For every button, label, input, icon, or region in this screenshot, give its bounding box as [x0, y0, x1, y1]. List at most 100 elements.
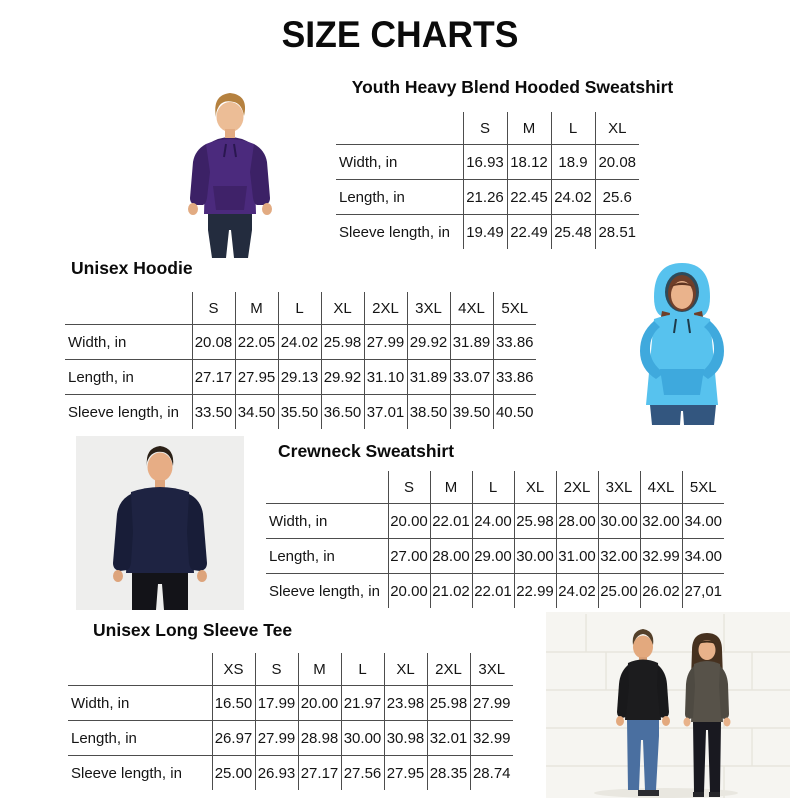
measurement-value: 25.98 [320, 324, 364, 360]
boy-neck [225, 129, 235, 138]
man-pants [132, 573, 188, 610]
measurement-value: 24.02 [555, 573, 598, 608]
measurement-value: 22.05 [234, 324, 278, 360]
measurement-value: 32.01 [426, 720, 470, 756]
corner-cell [266, 471, 388, 504]
youth-model-illustration [188, 93, 272, 258]
size-column-header: 5XL [681, 471, 724, 504]
table-row: Width, in 20.08 22.05 24.02 25.98 27.99 29.92 3… [65, 324, 536, 360]
couple-woman-fringe [698, 640, 716, 644]
measurement-value: 19.49 [462, 214, 507, 249]
black-tee-right-sleeve [657, 665, 669, 718]
measurement-label: Length, in [336, 179, 463, 215]
measurement-value: 18.9 [550, 144, 595, 180]
measurement-value: 39.50 [449, 394, 493, 429]
wall-seams-horizontal [546, 651, 790, 767]
measurement-value: 22.45 [506, 179, 551, 215]
size-column-header: L [277, 292, 321, 325]
size-column-header: 2XL [363, 292, 407, 325]
measurement-value: 21.26 [462, 179, 507, 215]
measurement-value: 28.35 [426, 755, 470, 790]
measurement-value: 24.00 [471, 503, 514, 539]
measurement-value: 25.00 [211, 755, 255, 790]
gray-long-sleeve-tee [691, 661, 723, 722]
section-heading-unisex-hoodie: Unisex Hoodie [71, 258, 193, 278]
size-table-unisex-hoodie: S M L XL 2XL 3XL 4XL 5XL Width, in 20.08 22.05 24.0… [65, 292, 536, 429]
measurement-label: Length, in [65, 359, 192, 395]
table-row: Width, in 20.00 22.01 24.00 25.98 28.00 30.00 3… [266, 503, 724, 539]
corner-cell [336, 112, 463, 145]
measurement-value: 25.48 [550, 214, 595, 249]
size-column-header: M [429, 471, 472, 504]
measurement-value: 20.00 [387, 503, 430, 539]
measurement-value: 20.08 [191, 324, 235, 360]
measurement-label: Width, in [336, 144, 463, 180]
measurement-value: 29.00 [471, 538, 514, 574]
measurement-value: 31.00 [555, 538, 598, 574]
measurement-value: 21.97 [340, 685, 384, 721]
table-row: Width, in 16.93 18.12 18.9 20.08 [336, 144, 639, 180]
measurement-value: 27,01 [681, 573, 724, 608]
measurement-value: 28.00 [555, 503, 598, 539]
measurement-value: 31.10 [363, 359, 407, 395]
measurement-value: 30.00 [513, 538, 556, 574]
couple-man-hair [632, 629, 654, 645]
size-column-header: S [191, 292, 235, 325]
measurement-value: 35.50 [277, 394, 321, 429]
drawstrings [673, 318, 691, 334]
size-column-header: XL [383, 653, 427, 686]
size-column-header: S [254, 653, 298, 686]
measurement-value: 20.00 [297, 685, 341, 721]
size-header-row: S M L XL 2XL 3XL 4XL 5XL [65, 292, 536, 325]
couple-man-left-shoe [638, 790, 650, 796]
measurement-value: 28.51 [594, 214, 639, 249]
measurement-value: 25.6 [594, 179, 639, 215]
boy-right-hand [262, 203, 272, 215]
measurement-value: 34.00 [681, 503, 724, 539]
size-column-header: L [550, 112, 595, 145]
couple-man-left-hand [616, 716, 624, 726]
man-neck [155, 480, 165, 489]
measurement-value: 27.56 [340, 755, 384, 790]
man-right-hand [197, 570, 207, 582]
size-header-row: S M L XL [336, 112, 639, 145]
size-column-header: M [297, 653, 341, 686]
woman-face [671, 281, 693, 309]
purple-hoodie-right-sleeve [250, 144, 270, 205]
size-column-header: 2XL [426, 653, 470, 686]
measurement-value: 18.12 [506, 144, 551, 180]
measurement-value: 22.01 [429, 503, 472, 539]
measurement-value: 24.02 [550, 179, 595, 215]
couple-woman-right-shoe [709, 792, 720, 797]
woman-jeans [650, 405, 716, 425]
corner-cell [68, 653, 212, 686]
measurement-value: 27.95 [234, 359, 278, 395]
boy-hair [215, 93, 246, 117]
measurement-value: 27.00 [387, 538, 430, 574]
measurement-value: 30.00 [597, 503, 640, 539]
measurement-value: 22.01 [471, 573, 514, 608]
measurement-label: Width, in [68, 685, 212, 721]
measurement-value: 30.98 [383, 720, 427, 756]
measurement-value: 29.92 [320, 359, 364, 395]
measurement-value: 22.49 [506, 214, 551, 249]
size-column-header: M [506, 112, 551, 145]
man-hair [146, 446, 174, 466]
black-tee-left-sleeve [617, 665, 629, 718]
measurement-value: 27.17 [191, 359, 235, 395]
measurement-value: 20.00 [387, 573, 430, 608]
measurement-label: Width, in [266, 503, 388, 539]
gray-tee-right-sleeve [719, 666, 729, 719]
couple-woman-face [698, 640, 716, 660]
measurement-value: 33.50 [191, 394, 235, 429]
measurement-value: 27.99 [469, 685, 513, 721]
size-column-header: 3XL [469, 653, 513, 686]
kangaroo-pocket [660, 369, 704, 395]
measurement-value: 33.86 [492, 359, 536, 395]
section-heading-crewneck: Crewneck Sweatshirt [278, 441, 455, 461]
measurement-value: 27.95 [383, 755, 427, 790]
size-column-header: 2XL [555, 471, 598, 504]
measurement-label: Length, in [68, 720, 212, 756]
size-header-row: XS S M L XL 2XL 3XL [68, 653, 513, 686]
size-table-youth-hoodie: S M L XL Width, in 16.93 18.12 18.9 20.08 Length,… [336, 112, 639, 249]
